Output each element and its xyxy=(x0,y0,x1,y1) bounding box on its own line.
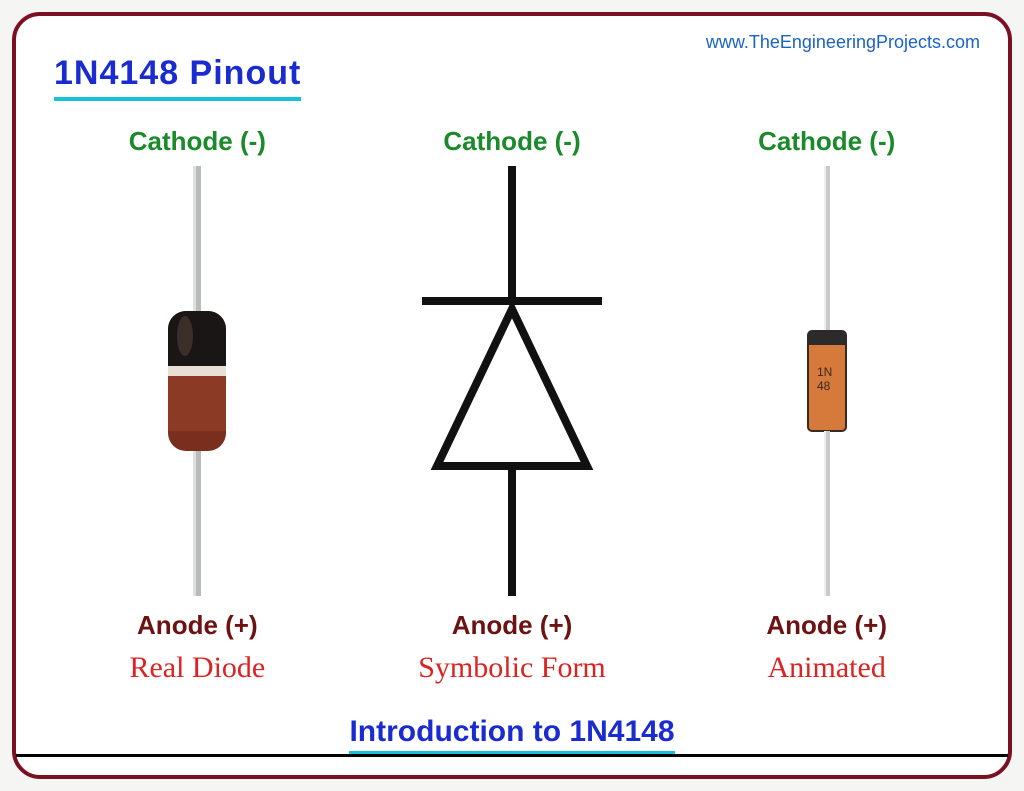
footer-title: Introduction to 1N4148 xyxy=(16,715,1008,757)
footer-title-text: Introduction to 1N4148 xyxy=(349,715,674,754)
diode-symbol-svg xyxy=(402,166,622,596)
animated-diode-svg: 1N 48 xyxy=(777,166,877,596)
svg-text:48: 48 xyxy=(817,379,831,393)
anode-label: Anode (+) xyxy=(452,610,573,641)
watermark-url: www.TheEngineeringProjects.com xyxy=(706,32,980,53)
col-caption-real: Real Diode xyxy=(129,651,265,685)
page-title: 1N4148 Pinout xyxy=(54,54,301,101)
animated-diode-graphic: 1N 48 xyxy=(669,157,984,604)
cathode-label: Cathode (-) xyxy=(758,126,895,157)
diagram-frame: www.TheEngineeringProjects.com 1N4148 Pi… xyxy=(12,12,1012,779)
anode-label: Anode (+) xyxy=(137,610,258,641)
cathode-label: Cathode (-) xyxy=(129,126,266,157)
columns-row: Cathode (-) Anode ( xyxy=(40,126,984,685)
col-symbolic: Cathode (-) Anode (+) Symbolic Form xyxy=(355,126,670,685)
col-real-diode: Cathode (-) Anode ( xyxy=(40,126,355,685)
real-diode-svg xyxy=(137,166,257,596)
anode-label: Anode (+) xyxy=(766,610,887,641)
svg-text:1N: 1N xyxy=(817,365,832,379)
col-caption-symbolic: Symbolic Form xyxy=(418,651,606,685)
cathode-label: Cathode (-) xyxy=(443,126,580,157)
col-caption-animated: Animated xyxy=(768,651,886,685)
schematic-symbol-graphic xyxy=(355,157,670,604)
col-animated: Cathode (-) 1N 48 Anode (+) Animated xyxy=(669,126,984,685)
real-diode-graphic xyxy=(40,157,355,604)
